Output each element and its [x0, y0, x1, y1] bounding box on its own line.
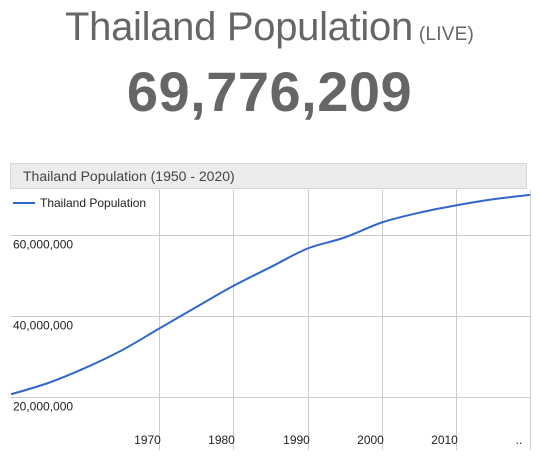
x-tick-label: 1970: [134, 433, 161, 447]
page-title-text: Thailand Population: [65, 5, 413, 49]
x-axis-labels: 1970 1980 1990 2000 2010..: [134, 433, 522, 447]
data-point: [529, 194, 531, 196]
x-tick-label-trailing: ..: [516, 433, 523, 447]
y-tick-label: 20,000,000: [13, 400, 73, 414]
data-point: [492, 198, 494, 200]
data-point: [47, 382, 49, 384]
legend: Thailand Population: [13, 196, 146, 210]
data-point: [344, 237, 346, 239]
data-point: [418, 212, 420, 214]
data-point: [195, 306, 197, 308]
data-point: [10, 393, 12, 395]
data-point: [84, 367, 86, 369]
population-counter: 69,776,209: [126, 60, 413, 123]
data-point: [381, 222, 383, 224]
series-layer: [10, 193, 531, 396]
data-point: [307, 248, 309, 250]
x-tick-label: 1980: [208, 433, 235, 447]
data-point: [270, 266, 272, 268]
data-point: [158, 328, 160, 330]
data-point: [232, 285, 234, 287]
live-badge: (LIVE): [418, 24, 474, 45]
y-tick-label: 40,000,000: [13, 319, 73, 333]
data-point: [455, 204, 457, 206]
legend-label: Thailand Population: [40, 196, 146, 210]
page-title: Thailand Population (LIVE): [0, 4, 539, 50]
data-point: [121, 349, 123, 351]
x-tick-label: 1990: [283, 433, 310, 447]
x-tick-label: 2010: [431, 433, 458, 447]
y-axis-labels: 20,000,000 40,000,000 60,000,000: [13, 238, 73, 414]
y-tick-label: 60,000,000: [13, 238, 73, 252]
chart-title: Thailand Population (1950 - 2020): [10, 163, 527, 189]
grid-lines: [11, 190, 531, 450]
x-tick-label: 2000: [357, 433, 384, 447]
series-line: [10, 193, 531, 396]
